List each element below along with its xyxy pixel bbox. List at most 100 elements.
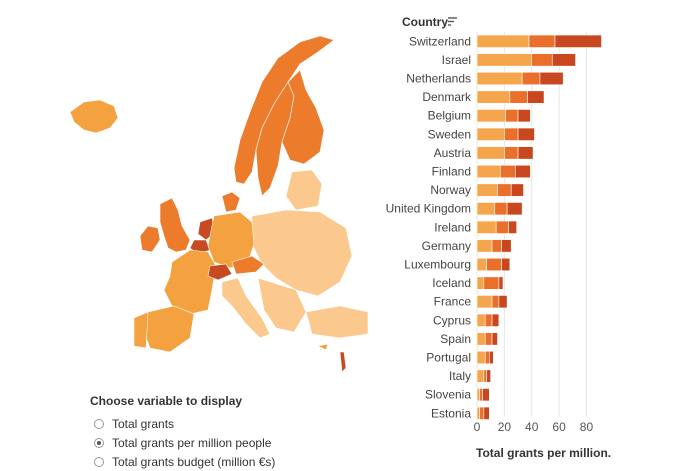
category-label: Belgium — [428, 109, 471, 123]
bar-segment[interactable] — [476, 90, 511, 104]
map-iceland[interactable] — [69, 99, 119, 134]
variable-option[interactable]: Total grants per million people — [90, 433, 275, 452]
category-label: Denmark — [422, 90, 472, 104]
map-norway[interactable] — [233, 35, 335, 185]
bar-segment[interactable] — [491, 313, 500, 327]
map-finland[interactable] — [281, 69, 325, 165]
bar-segment[interactable] — [486, 257, 502, 272]
bar-segment[interactable] — [491, 332, 498, 346]
category-label: Austria — [434, 146, 472, 160]
map-denmark[interactable] — [221, 191, 241, 213]
variable-controls: Choose variable to display Total grants T… — [90, 394, 275, 471]
map-ireland[interactable] — [139, 225, 161, 253]
bar-segment[interactable] — [504, 127, 519, 141]
bar-segment[interactable] — [491, 295, 500, 309]
radio-button[interactable] — [94, 456, 104, 467]
bar-segment[interactable] — [476, 313, 486, 327]
bar-segment[interactable] — [486, 369, 491, 383]
bar-segment[interactable] — [476, 388, 481, 402]
sort-icon[interactable] — [448, 17, 457, 26]
bar-segment[interactable] — [484, 350, 490, 365]
category-label: Slovenia — [425, 388, 471, 402]
bar-segment[interactable] — [476, 276, 485, 290]
map-israel[interactable] — [339, 351, 347, 373]
radio-button[interactable] — [94, 418, 104, 429]
bar-segment[interactable] — [483, 406, 490, 420]
bar-segment[interactable] — [484, 332, 493, 346]
bar-segment[interactable] — [483, 369, 487, 383]
bar-segment[interactable] — [476, 71, 523, 86]
bar-segment[interactable] — [554, 34, 602, 48]
category-label: Ireland — [434, 220, 471, 234]
map-cyprus[interactable] — [317, 343, 329, 351]
category-label: Sweden — [428, 127, 471, 141]
bar-segment[interactable] — [495, 220, 509, 234]
map-italy[interactable] — [221, 277, 271, 339]
bar-segment[interactable] — [476, 369, 485, 383]
map-switzerland[interactable] — [207, 263, 233, 281]
bar-segment[interactable] — [491, 239, 502, 253]
bar-segment[interactable] — [476, 332, 486, 346]
bar-segment[interactable] — [482, 388, 490, 402]
bar-segment[interactable] — [509, 90, 528, 104]
bar-segment[interactable] — [476, 164, 501, 179]
bar-segment[interactable] — [531, 53, 553, 67]
bar-segment[interactable] — [476, 406, 481, 420]
bar-segment[interactable] — [498, 295, 508, 309]
bar-segment[interactable] — [501, 257, 511, 272]
bar-segment[interactable] — [479, 406, 485, 420]
bar-segment[interactable] — [476, 350, 486, 365]
bar-segment[interactable] — [521, 71, 541, 86]
category-label: Spain — [440, 332, 471, 346]
map-turkey[interactable] — [305, 305, 369, 339]
map-balkans[interactable] — [257, 277, 307, 333]
bar-segment[interactable] — [517, 127, 535, 141]
map-spain[interactable] — [143, 305, 195, 353]
bar-segment[interactable] — [499, 164, 516, 179]
bar-segment[interactable] — [528, 34, 556, 48]
bar-segment[interactable] — [489, 350, 494, 365]
bar-segment[interactable] — [506, 202, 523, 216]
bar-segment[interactable] — [539, 71, 564, 86]
bar-segment[interactable] — [508, 220, 517, 234]
bar-segment[interactable] — [483, 276, 500, 290]
variable-option[interactable]: Total grants — [90, 414, 275, 433]
variable-option[interactable]: Total grants budget (million €s) — [90, 452, 275, 471]
radio-button[interactable] — [94, 437, 104, 448]
map-united-kingdom[interactable] — [159, 197, 191, 253]
bar-segment[interactable] — [476, 127, 505, 141]
country-bar-chart: Country Switzerland Israel Netherlands Denm… — [386, 15, 612, 460]
bar-segment[interactable] — [476, 53, 533, 67]
bar-segment[interactable] — [501, 239, 512, 253]
bar-segment[interactable] — [551, 53, 576, 67]
bar-segment[interactable] — [494, 202, 508, 216]
map-eastern-europe[interactable] — [251, 209, 353, 297]
bar-segment[interactable] — [527, 90, 545, 104]
bar-segment[interactable] — [476, 239, 493, 253]
bar-segment[interactable] — [479, 388, 483, 402]
map-austria[interactable] — [231, 255, 265, 275]
bar-segment[interactable] — [476, 183, 498, 197]
bar-segment[interactable] — [517, 146, 534, 160]
category-label: Estonia — [431, 406, 471, 420]
bar-segment[interactable] — [476, 34, 530, 48]
x-tick-label: 40 — [525, 420, 539, 434]
map-france[interactable] — [163, 249, 217, 315]
bar-segment[interactable] — [476, 146, 505, 160]
bar-segment[interactable] — [476, 257, 487, 272]
europe-map[interactable] — [0, 0, 370, 400]
bar-segment[interactable] — [476, 295, 493, 309]
bar-segment[interactable] — [476, 220, 497, 234]
map-baltics[interactable] — [285, 169, 323, 211]
bar-segment[interactable] — [497, 183, 512, 197]
bar-segment[interactable] — [505, 109, 519, 123]
bar-segment[interactable] — [484, 313, 493, 327]
bar-segment[interactable] — [476, 202, 496, 216]
bar-segment[interactable] — [476, 109, 507, 123]
map-portugal[interactable] — [133, 311, 149, 349]
bar-segment[interactable] — [515, 164, 531, 179]
bar-segment[interactable] — [504, 146, 519, 160]
bar-segment[interactable] — [517, 109, 531, 123]
bar-segment[interactable] — [510, 183, 524, 197]
bar-segment[interactable] — [498, 276, 504, 290]
